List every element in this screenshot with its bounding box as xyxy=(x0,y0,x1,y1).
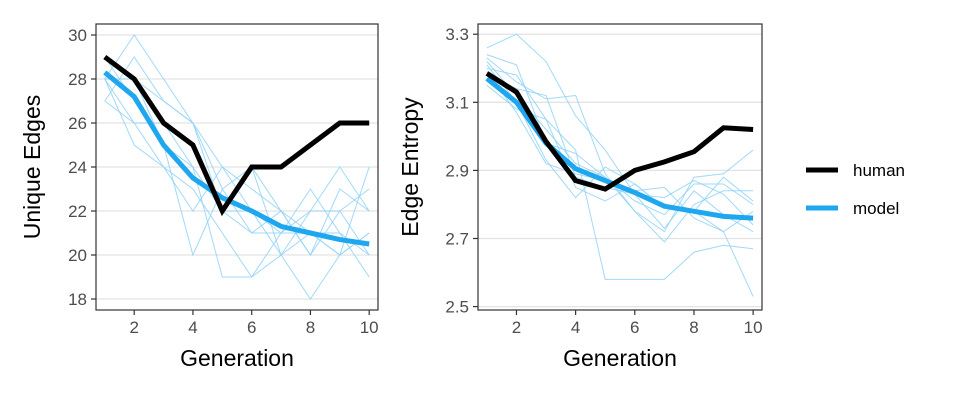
panel2-human-line xyxy=(485,71,754,192)
panel2-x-tick-label-4: 4 xyxy=(571,318,580,337)
panel1-x-axis-title: Generation xyxy=(180,345,294,371)
panel1-y-tick-label-4: 26 xyxy=(68,114,87,133)
panel1-y-tick-label-0: 18 xyxy=(68,290,87,309)
panel2-x-tick-label-10: 10 xyxy=(744,318,763,337)
legend: human model xyxy=(806,161,905,218)
panel2-x-tick-label-8: 8 xyxy=(689,318,698,337)
panel2-run-line-3 xyxy=(486,64,754,233)
panel1-x-tick-label-6: 6 xyxy=(247,318,256,337)
panel1-x-tick-label-2: 2 xyxy=(129,318,138,337)
panel1-run-line-5 xyxy=(104,56,370,257)
panel1-y-tick-label-2: 22 xyxy=(68,202,87,221)
panel2-y-tick-label-1: 2.7 xyxy=(445,230,469,249)
panel1-model-line xyxy=(103,70,370,247)
panel2-x-axis-title: Generation xyxy=(563,345,677,371)
legend-label-human: human xyxy=(853,161,905,180)
panel1-human-line xyxy=(103,54,370,217)
panel2-chart: 2 4 6 8 10 2.5 2.7 2.9 3.1 3.3 Generation Edge Entr… xyxy=(397,23,763,371)
panel2-y-tick-label-3: 3.1 xyxy=(445,93,469,112)
panel2-y-tick-label-2: 2.9 xyxy=(445,161,469,180)
panel2-run-line-6 xyxy=(486,54,754,243)
panel2-x-tick-label-2: 2 xyxy=(512,318,521,337)
panel1-x-tick-label-8: 8 xyxy=(306,318,315,337)
panel2-run-line-8 xyxy=(486,67,754,212)
panel1-y-axis-title: Unique Edges xyxy=(19,95,45,240)
panel2-panel-border xyxy=(477,23,763,311)
panel2-run-line-2 xyxy=(486,74,754,233)
panel2-y-axis-title: Edge Entropy xyxy=(397,97,423,237)
panel2-run-line-4 xyxy=(486,57,754,233)
panel1-x-tick-label-10: 10 xyxy=(360,318,379,337)
panel1-y-tick-label-1: 20 xyxy=(68,246,87,265)
panel2-x-tick-label-6: 6 xyxy=(630,318,639,337)
panel2-model-line xyxy=(485,76,754,221)
panel1-y-tick-label-5: 28 xyxy=(68,70,87,89)
panel1-x-tick-label-4: 4 xyxy=(188,318,197,337)
panel2-run-line-1 xyxy=(486,33,754,226)
panel1-y-tick-label-6: 30 xyxy=(68,26,87,45)
panel2-y-tick-label-4: 3.3 xyxy=(445,25,469,44)
legend-label-model: model xyxy=(853,199,899,218)
panel2-y-tick-label-0: 2.5 xyxy=(445,298,469,317)
panel1-y-tick-label-3: 24 xyxy=(68,158,87,177)
